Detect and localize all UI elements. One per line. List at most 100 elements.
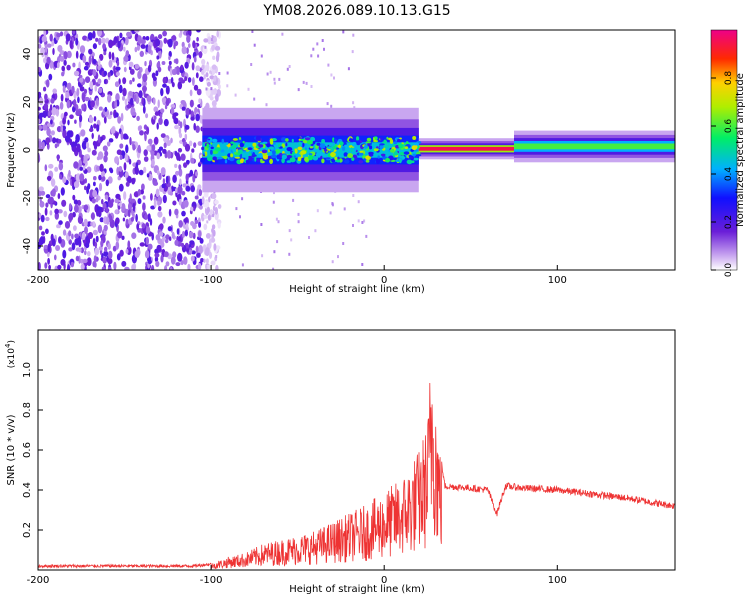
heat-cell [214, 45, 221, 51]
heat-cell [78, 247, 82, 253]
heat-cell [178, 198, 182, 206]
heat-cell [216, 30, 219, 38]
heat-cell [124, 98, 128, 106]
heat-cell [73, 70, 80, 77]
heat-cell [46, 127, 51, 137]
heat-cell [95, 97, 99, 106]
heat-cell [230, 141, 235, 144]
heat-cell [179, 178, 182, 186]
heat-cell [347, 67, 350, 71]
heat-cell [288, 229, 291, 233]
heat-cell [203, 258, 206, 263]
heat-cell [103, 224, 108, 232]
heat-cell [46, 43, 52, 48]
heat-cell [215, 255, 218, 258]
bottom-y-tick-label: 0.4 [22, 482, 33, 498]
heat-cell [107, 176, 113, 184]
heat-cell [276, 154, 281, 160]
heat-cell [406, 159, 413, 165]
heat-cell [40, 214, 45, 223]
heat-cell [268, 151, 273, 155]
heat-cell [217, 221, 221, 229]
heat-cell [289, 157, 296, 163]
heat-cell [323, 47, 325, 51]
heat-cell [132, 77, 135, 82]
heat-cell [40, 47, 45, 55]
heat-cell [87, 32, 93, 41]
heat-cell [146, 126, 150, 135]
heat-cell [174, 124, 179, 130]
heat-cell [247, 147, 253, 151]
top-x-tick-label: -200 [27, 275, 50, 286]
heat-cell [210, 87, 213, 91]
heat-cell [206, 206, 210, 213]
heat-cell [95, 235, 99, 243]
heat-cell [213, 243, 217, 251]
heat-cell [357, 200, 360, 204]
heat-cell [121, 203, 126, 212]
heat-cell [158, 117, 163, 125]
heat-cell [137, 144, 141, 154]
heat-cell [288, 65, 291, 68]
heat-cell [98, 174, 102, 181]
heat-cell [124, 266, 130, 270]
bottom-y-tick-label: 0.2 [22, 522, 33, 538]
heat-cell [138, 90, 143, 99]
heat-cell [60, 187, 65, 196]
heat-cell [156, 169, 160, 176]
heat-cell [393, 141, 398, 145]
heat-cell [240, 158, 244, 162]
heat-cell [72, 62, 76, 68]
heat-cell [314, 229, 317, 233]
heat-cell [71, 242, 76, 251]
heat-cell [98, 87, 103, 94]
heat-cell [398, 158, 402, 164]
heat-cell [99, 53, 104, 61]
heat-cell [129, 193, 132, 203]
heat-cell [234, 153, 241, 156]
heat-cell [235, 207, 238, 211]
heat-cell [239, 142, 244, 148]
heat-cell [112, 245, 117, 252]
heat-cell [252, 142, 257, 147]
heat-cell [343, 152, 348, 157]
heat-cell [160, 167, 166, 176]
heat-cell [184, 229, 188, 237]
heat-cell [96, 165, 101, 172]
heat-cell [205, 72, 209, 78]
heat-cell [140, 44, 146, 49]
heat-cell [141, 223, 146, 229]
heat-cell [159, 113, 163, 119]
heat-cell [68, 239, 72, 245]
heat-cell [70, 261, 75, 268]
heat-cell [84, 178, 87, 184]
heat-cell [103, 51, 107, 56]
heat-cell [170, 256, 176, 265]
heat-cell [334, 156, 338, 161]
heat-cell [97, 30, 102, 37]
heat-cell [93, 255, 97, 264]
heat-cell [403, 151, 410, 155]
heat-cell [97, 64, 101, 71]
heat-cell [188, 140, 193, 147]
heat-cell [177, 252, 183, 262]
heat-cell [169, 266, 173, 270]
heat-cell [178, 168, 183, 177]
heat-cell [38, 225, 43, 231]
heat-cell [91, 149, 97, 156]
heat-cell [211, 64, 217, 70]
heat-cell [220, 149, 225, 153]
heat-cell [397, 138, 401, 143]
heat-cell [185, 107, 191, 116]
heat-cell [183, 256, 188, 265]
heat-cell [244, 142, 249, 147]
colorbar-tick-label: 0.8 [724, 71, 734, 86]
heat-cell [192, 205, 196, 212]
heat-cell [128, 61, 134, 68]
heat-cell [137, 198, 142, 205]
heat-cell [92, 58, 97, 65]
heat-cell [160, 108, 165, 113]
heat-cell [218, 72, 221, 75]
heat-cell [76, 87, 80, 97]
heat-cell [212, 205, 216, 212]
